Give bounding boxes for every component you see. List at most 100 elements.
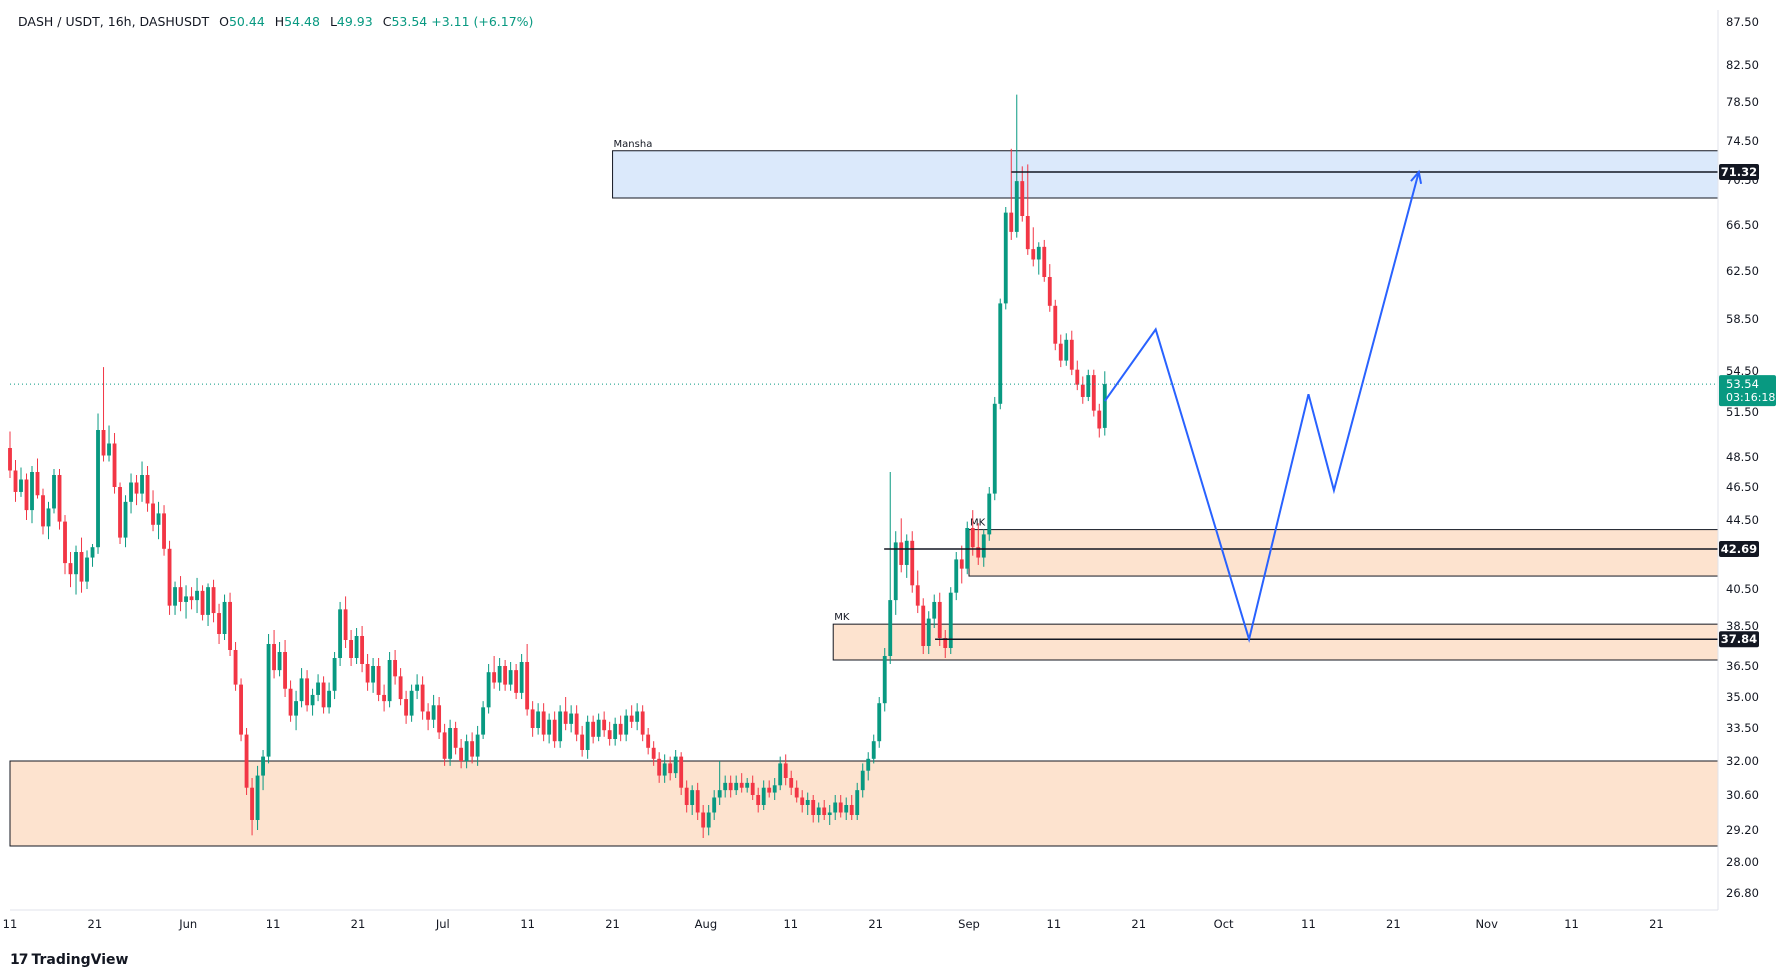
candle-body bbox=[96, 430, 100, 548]
candle-body bbox=[1102, 384, 1107, 428]
candle-body bbox=[954, 559, 959, 593]
candle-body bbox=[321, 682, 326, 708]
candle-body bbox=[1075, 369, 1080, 385]
candle-body bbox=[316, 682, 321, 695]
y-tick-label: 82.50 bbox=[1726, 58, 1759, 72]
candle-body bbox=[1047, 277, 1052, 306]
y-tick-label: 33.50 bbox=[1726, 721, 1759, 735]
candle-body bbox=[178, 587, 183, 602]
supply-zone bbox=[612, 150, 1719, 199]
x-tick-label: Jul bbox=[435, 917, 450, 931]
candle-body bbox=[717, 790, 722, 798]
candle-body bbox=[360, 636, 365, 664]
current-price-countdown: 03:16:18 bbox=[1726, 391, 1775, 404]
candle-body bbox=[464, 741, 469, 761]
candle-body bbox=[827, 812, 832, 815]
y-tick-label: 78.50 bbox=[1726, 95, 1759, 109]
y-tick-label: 44.50 bbox=[1726, 513, 1759, 527]
x-tick-label: 11 bbox=[3, 917, 18, 931]
candle-body bbox=[277, 652, 282, 671]
low-value: 49.93 bbox=[336, 14, 373, 29]
x-tick-label: 21 bbox=[351, 917, 366, 931]
y-tick-label: 26.80 bbox=[1726, 886, 1759, 900]
price-label: 71.32 bbox=[1721, 165, 1757, 179]
candle-body bbox=[382, 694, 387, 702]
price-label: 37.84 bbox=[1721, 632, 1757, 646]
tradingview-logo[interactable]: 𝟭𝟳 TradingView bbox=[10, 952, 128, 968]
candle-body bbox=[904, 540, 909, 565]
candle-body bbox=[305, 678, 310, 706]
demand-zone bbox=[832, 623, 1719, 661]
candle-body bbox=[1069, 339, 1074, 370]
price-label: 42.69 bbox=[1721, 542, 1757, 556]
x-tick-label: 21 bbox=[1649, 917, 1664, 931]
price-label-box bbox=[1719, 540, 1759, 557]
candle-body bbox=[838, 802, 843, 813]
x-tick-label: 11 bbox=[1301, 917, 1316, 931]
candle-body bbox=[558, 711, 563, 742]
candle-body bbox=[503, 666, 508, 685]
x-tick-label: 11 bbox=[1047, 917, 1062, 931]
candle-body bbox=[343, 609, 348, 640]
y-tick-label: 62.50 bbox=[1726, 264, 1759, 278]
candle-body bbox=[46, 508, 51, 527]
candle-body bbox=[101, 430, 106, 456]
candle-body bbox=[602, 719, 607, 731]
candle-body bbox=[690, 790, 695, 805]
close-value: 53.54 bbox=[391, 14, 428, 29]
y-tick-label: 38.50 bbox=[1726, 619, 1759, 633]
projection[interactable] bbox=[1103, 169, 1423, 644]
candle-body bbox=[486, 672, 491, 708]
low-label: L bbox=[329, 14, 337, 29]
candle-body bbox=[871, 741, 876, 759]
candle-body bbox=[635, 711, 640, 722]
candle-body bbox=[789, 778, 794, 788]
candle-body bbox=[1091, 375, 1096, 411]
candle-body bbox=[442, 732, 447, 759]
level-lines[interactable] bbox=[10, 171, 1718, 640]
candle-body bbox=[959, 559, 964, 569]
candle-body bbox=[52, 475, 56, 509]
candle-body bbox=[371, 666, 376, 683]
symbol-title[interactable]: DASH / USDT, 16h, DASHUSDT bbox=[18, 14, 210, 29]
y-tick-label: 36.50 bbox=[1726, 659, 1759, 673]
zone-label: MK bbox=[970, 518, 986, 529]
candle-body bbox=[761, 787, 766, 805]
candle-body bbox=[563, 711, 568, 724]
candle-body bbox=[338, 609, 343, 658]
zones[interactable]: Mansha MK MK bbox=[9, 139, 1719, 847]
candle-body bbox=[932, 601, 937, 619]
chart-header: DASH / USDT, 16h, DASHUSDT O50.44 H54.48… bbox=[18, 14, 533, 29]
candle-body bbox=[987, 493, 992, 535]
y-tick-label: 66.50 bbox=[1726, 218, 1759, 232]
candle-body bbox=[448, 728, 453, 759]
candle-body bbox=[888, 600, 893, 656]
candles bbox=[8, 94, 1107, 838]
candle-body bbox=[745, 782, 750, 788]
candle-body bbox=[569, 713, 574, 724]
high-label: H bbox=[274, 14, 285, 29]
y-tick-label: 46.50 bbox=[1726, 480, 1759, 494]
candle-body bbox=[233, 650, 238, 685]
candle-body bbox=[866, 758, 871, 771]
candle-body bbox=[613, 723, 618, 739]
candle-body bbox=[844, 805, 849, 813]
candle-body bbox=[470, 741, 475, 757]
candle-body bbox=[250, 787, 254, 820]
candle-body bbox=[591, 721, 596, 737]
zone-label: MK bbox=[834, 612, 850, 623]
candle-body bbox=[596, 719, 601, 737]
candle-body bbox=[811, 800, 816, 815]
y-tick-label: 58.50 bbox=[1726, 312, 1759, 326]
candle-body bbox=[624, 715, 629, 735]
candle-body bbox=[1009, 212, 1014, 232]
candle-body bbox=[943, 638, 948, 648]
candle-body bbox=[162, 513, 166, 549]
candle-body bbox=[514, 670, 519, 693]
candle-body bbox=[90, 547, 95, 558]
x-tick-label: 21 bbox=[1131, 917, 1146, 931]
candle-body bbox=[739, 782, 744, 788]
x-tick-label: Jun bbox=[178, 917, 197, 931]
